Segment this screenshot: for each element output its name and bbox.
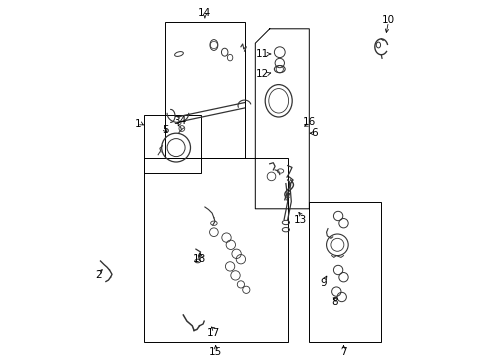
Text: 13: 13 bbox=[293, 215, 306, 225]
Text: 14: 14 bbox=[198, 8, 211, 18]
Text: 6: 6 bbox=[311, 128, 317, 138]
Text: 12: 12 bbox=[255, 69, 268, 79]
Text: 16: 16 bbox=[302, 117, 315, 127]
Text: 10: 10 bbox=[381, 15, 394, 25]
Text: 9: 9 bbox=[320, 278, 326, 288]
Bar bbox=[143, 158, 287, 342]
Text: 1: 1 bbox=[135, 119, 142, 129]
Text: 2: 2 bbox=[95, 270, 102, 280]
Bar bbox=[309, 202, 381, 342]
Bar bbox=[143, 115, 201, 173]
Text: 17: 17 bbox=[207, 328, 220, 338]
Text: 15: 15 bbox=[209, 347, 222, 357]
Text: 5: 5 bbox=[162, 125, 168, 135]
Text: 34: 34 bbox=[173, 116, 186, 126]
Text: 18: 18 bbox=[192, 254, 206, 264]
Text: 7: 7 bbox=[340, 347, 346, 357]
Bar bbox=[165, 22, 244, 158]
Text: 11: 11 bbox=[255, 49, 268, 59]
Text: 8: 8 bbox=[330, 297, 337, 307]
